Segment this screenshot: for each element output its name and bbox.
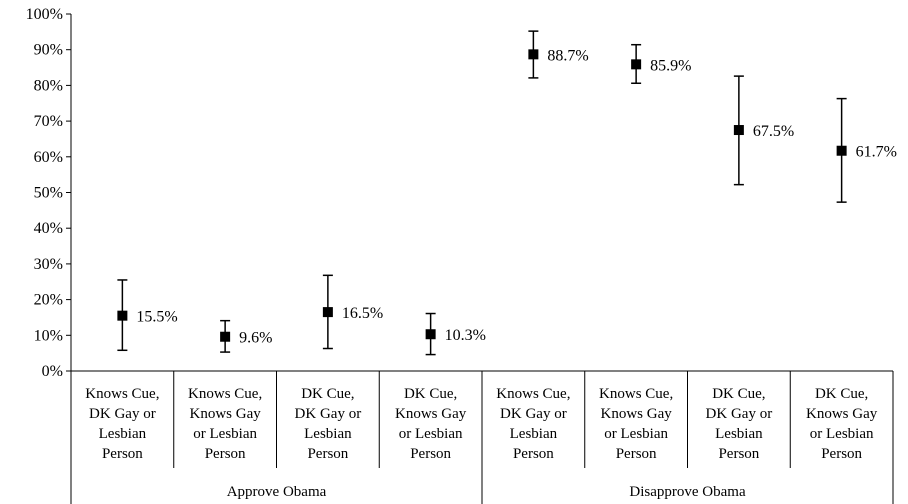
data-label: 15.5% bbox=[136, 309, 177, 326]
y-tick-label: 10% bbox=[34, 327, 63, 344]
category-label-line: DK Gay or bbox=[500, 406, 567, 422]
data-label: 85.9% bbox=[650, 57, 691, 74]
category-label: DK Cue, Knows Gay or Lesbian Person bbox=[806, 386, 878, 462]
data-label: 61.7% bbox=[856, 144, 897, 161]
category-label: DK Cue, DK Gay or Lesbian Person bbox=[295, 386, 362, 462]
category-label: DK Cue, DK Gay or Lesbian Person bbox=[706, 386, 773, 462]
category-label-line: Knows Cue, bbox=[496, 386, 570, 402]
data-label: 16.5% bbox=[342, 305, 383, 322]
category-label-line: DK Cue, bbox=[301, 386, 354, 402]
data-label: 88.7% bbox=[547, 47, 588, 64]
category-label-line: DK Gay or bbox=[295, 406, 362, 422]
data-point bbox=[631, 59, 642, 70]
y-tick-label: 70% bbox=[34, 113, 63, 130]
y-tick-label: 100% bbox=[26, 6, 63, 23]
category-label-line: Lesbian bbox=[99, 426, 147, 442]
category-label: Knows Cue, Knows Gay or Lesbian Person bbox=[599, 386, 673, 462]
category-label-line: DK Gay or bbox=[89, 406, 156, 422]
category-label-line: Knows Gay bbox=[190, 406, 262, 422]
category-label-line: Knows Gay bbox=[601, 406, 673, 422]
category-label-line: DK Cue, bbox=[404, 386, 457, 402]
data-label: 9.6% bbox=[239, 330, 272, 347]
data-point bbox=[836, 145, 847, 156]
group-label: Disapprove Obama bbox=[629, 484, 746, 500]
category-label: Knows Cue, DK Gay or Lesbian Person bbox=[496, 386, 570, 462]
data-point bbox=[528, 49, 539, 60]
category-label-line: Knows Cue, bbox=[188, 386, 262, 402]
data-point bbox=[425, 329, 436, 340]
category-label-line: Knows Gay bbox=[395, 406, 467, 422]
category-label-line: or Lesbian bbox=[810, 426, 874, 442]
data-point bbox=[220, 331, 231, 342]
category-label-line: Person bbox=[616, 446, 657, 462]
category-label-line: Knows Gay bbox=[806, 406, 878, 422]
category-label-line: Person bbox=[513, 446, 554, 462]
y-tick-label: 60% bbox=[34, 149, 63, 166]
category-label-line: Knows Cue, bbox=[85, 386, 159, 402]
category-label-line: or Lesbian bbox=[604, 426, 668, 442]
category-label-line: Person bbox=[821, 446, 862, 462]
data-label: 67.5% bbox=[753, 123, 794, 140]
y-tick-label: 20% bbox=[34, 292, 63, 309]
data-point bbox=[117, 310, 128, 321]
y-tick-label: 50% bbox=[34, 185, 63, 202]
category-label-line: DK Gay or bbox=[706, 406, 773, 422]
category-label-line: Person bbox=[307, 446, 348, 462]
y-tick-label: 90% bbox=[34, 42, 63, 59]
data-label: 10.3% bbox=[445, 327, 486, 344]
category-label-line: DK Cue, bbox=[712, 386, 765, 402]
y-tick-label: 80% bbox=[34, 77, 63, 94]
category-label-line: Lesbian bbox=[715, 426, 763, 442]
category-label-line: Person bbox=[718, 446, 759, 462]
group-label: Approve Obama bbox=[227, 484, 327, 500]
category-label-line: Knows Cue, bbox=[599, 386, 673, 402]
y-axis: 0% 10% 20% 30% 40% 50% 60% 70% 80% 90% 100% bbox=[26, 6, 72, 380]
category-label-line: Person bbox=[102, 446, 143, 462]
data-point bbox=[322, 307, 333, 318]
category-label: Knows Cue, DK Gay or Lesbian Person bbox=[85, 386, 159, 462]
y-tick-label: 30% bbox=[34, 256, 63, 273]
data-point bbox=[733, 125, 744, 136]
category-label-line: Person bbox=[205, 446, 246, 462]
category-label-line: Person bbox=[410, 446, 451, 462]
category-label-line: DK Cue, bbox=[815, 386, 868, 402]
category-label-line: Lesbian bbox=[304, 426, 352, 442]
y-tick-label: 0% bbox=[42, 363, 63, 380]
y-tick-label: 40% bbox=[34, 220, 63, 237]
category-label-line: or Lesbian bbox=[399, 426, 463, 442]
category-label: DK Cue, Knows Gay or Lesbian Person bbox=[395, 386, 467, 462]
category-label: Knows Cue, Knows Gay or Lesbian Person bbox=[188, 386, 262, 462]
category-label-line: Lesbian bbox=[510, 426, 558, 442]
data-points: 15.5% 9.6% 16.5% 10.3% 88.7% 85.9% 67.5% 61.7% bbox=[117, 30, 897, 356]
category-label-line: or Lesbian bbox=[193, 426, 257, 442]
